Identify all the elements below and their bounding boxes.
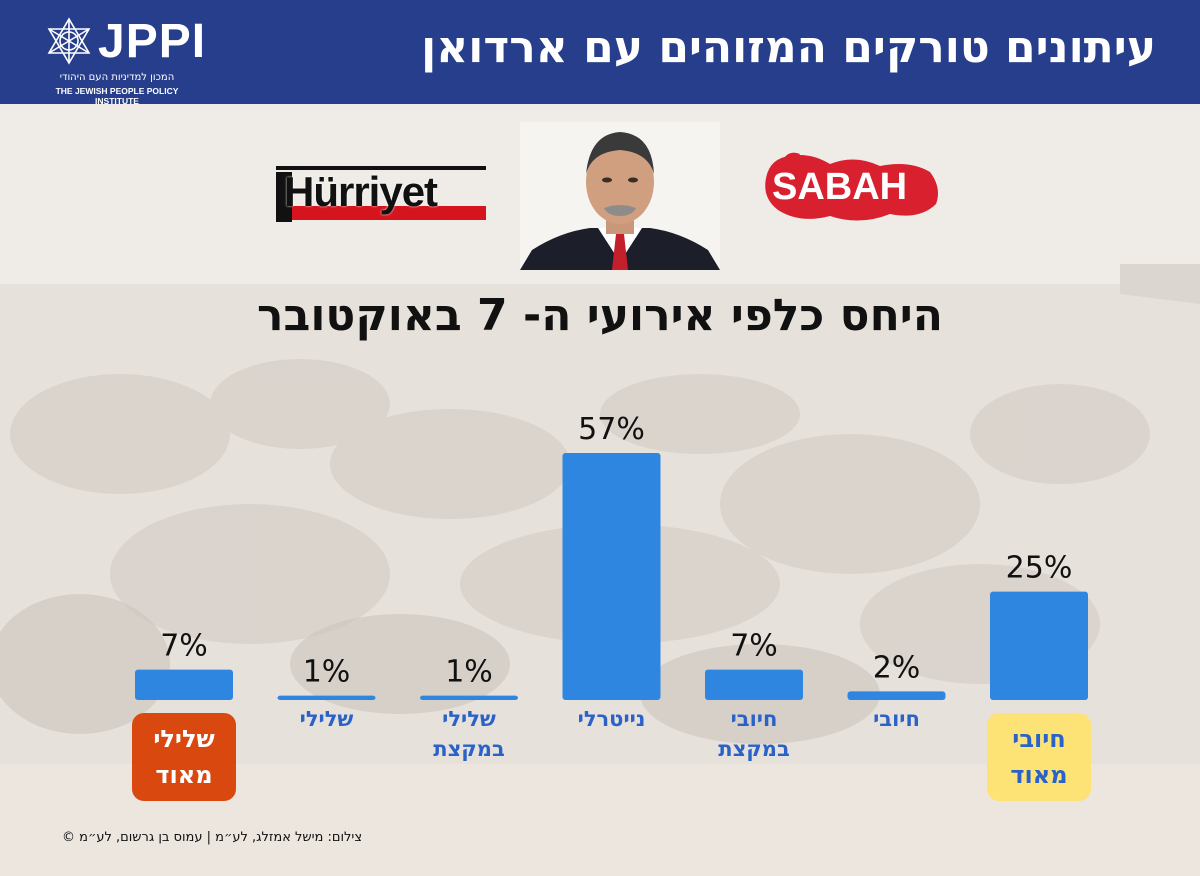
bar-chart: 7% 1% 1% 57% 7% 2% 25% [135, 412, 1088, 700]
page-title: עיתונים טורקים המזוהים עם ארדואן [421, 22, 1156, 73]
category-label-0: שלילי מאוד [132, 713, 236, 801]
bar-4 [705, 669, 803, 700]
sabah-logo: SABAH [760, 148, 944, 228]
bar-3 [562, 453, 661, 700]
value-label-1: 1% [303, 655, 351, 690]
value-label-3: 57% [578, 412, 645, 447]
value-label-0: 7% [160, 629, 208, 664]
bar-2 [420, 695, 518, 700]
category-label-3: נייטרלי [577, 707, 646, 731]
value-label-6: 25% [1006, 551, 1073, 586]
value-label-5: 2% [873, 650, 921, 685]
hurriyet-logo-top-rule [276, 166, 486, 170]
value-label-4: 7% [730, 629, 778, 664]
photo-credit: צילום: מישל אמזלג, לע״מ | עמוס בן גרשום,… [62, 830, 363, 845]
hurriyet-logo: Hürriyet [276, 166, 486, 222]
category-label-1: שלילי [299, 707, 354, 731]
logo-wordmark: JPPI [98, 15, 207, 68]
star-of-david-logo-icon [47, 17, 91, 65]
bar-1 [277, 695, 376, 700]
bar-0 [135, 669, 233, 700]
category-label-4: חיובי במקצת [718, 707, 790, 761]
logo-subtitle-hebrew: המכון למדיניות העם היהודי [59, 72, 175, 83]
hurriyet-logo-red-band [286, 206, 486, 220]
sabah-logo-text: SABAH [772, 166, 908, 208]
bar-6 [990, 591, 1088, 700]
category-label-2: שלילי במקצת [433, 707, 505, 761]
header-bar: JPPI המכון למדיניות העם היהודי THE JEWIS… [0, 0, 1200, 106]
category-label-5: חיובי [873, 707, 920, 731]
sabah-logo-flag-shape [765, 152, 938, 221]
logo-subtitle-english: THE JEWISH PEOPLE POLICY INSTITUTE [55, 86, 179, 106]
value-label-2: 1% [445, 655, 493, 690]
hurriyet-logo-text: Hürriyet [284, 168, 438, 215]
erdogan-portrait [520, 122, 720, 270]
hurriyet-logo-black-block [276, 172, 292, 222]
chart-title: היחס כלפי אירועי ה- 7 באוקטובר [257, 290, 943, 341]
bar-5 [847, 691, 946, 700]
category-label-6: חיובי מאוד [987, 713, 1091, 801]
